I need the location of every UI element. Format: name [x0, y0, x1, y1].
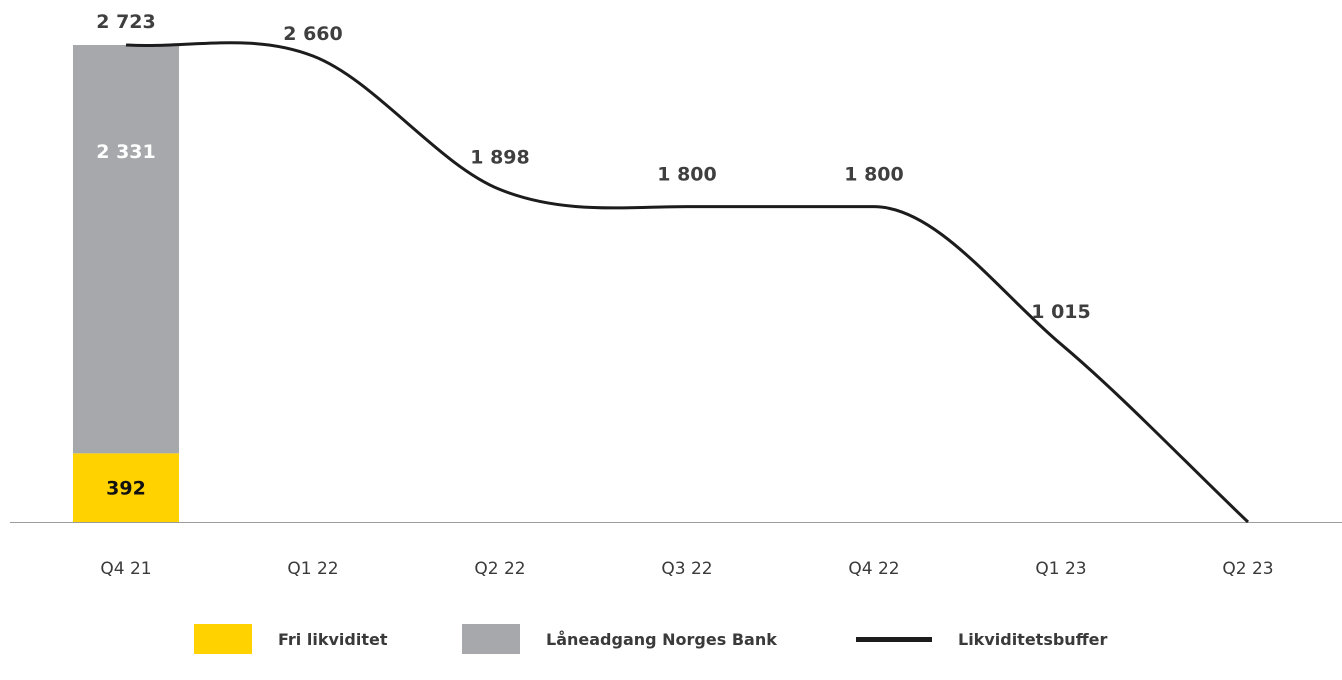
legend: Fri likviditet Låneadgang Norges Bank Li…: [0, 622, 1342, 656]
legend-item-likviditetsbuffer: Likviditetsbuffer: [856, 622, 1107, 656]
line-value-label: 2 723: [96, 11, 156, 33]
x-tick-label: Q2 23: [1222, 559, 1273, 579]
legend-label: Låneadgang Norges Bank: [546, 629, 777, 649]
series-line-likviditetsbuffer: [125, 41, 1250, 524]
legend-label: Likviditetsbuffer: [958, 629, 1108, 649]
legend-item-laneadgang: Låneadgang Norges Bank: [462, 622, 777, 656]
line-value-label: 1 015: [1031, 301, 1091, 323]
legend-swatch-laneadgang: [462, 624, 520, 654]
bar-segment-laneadgang: [73, 45, 179, 454]
x-tick-label: Q1 23: [1035, 559, 1086, 579]
line-value-label: 1 800: [844, 164, 904, 186]
x-tick-label: Q3 22: [661, 559, 712, 579]
bar-segment-fri-likviditet: [73, 453, 179, 522]
bar-layer: [73, 45, 179, 522]
legend-item-fri-likviditet: Fri likviditet: [194, 622, 387, 656]
x-tick-label: Q4 21: [100, 559, 151, 579]
legend-line-likviditetsbuffer: [856, 636, 932, 642]
x-tick-label: Q4 22: [848, 559, 899, 579]
legend-label: Fri likviditet: [278, 629, 388, 649]
x-tick-label: Q1 22: [287, 559, 338, 579]
legend-swatch-fri-likviditet: [194, 624, 252, 654]
line-value-label: 2 660: [283, 23, 343, 45]
line-value-label: 1 800: [657, 164, 717, 186]
x-tick-labels: Q4 21 Q1 22 Q2 22 Q3 22 Q4 22 Q1 23 Q2 23: [100, 559, 1273, 579]
x-tick-label: Q2 22: [474, 559, 525, 579]
line-value-label: 1 898: [470, 147, 530, 169]
bar-segment-label: 2 331: [96, 141, 156, 163]
bar-segment-label: 392: [106, 478, 146, 500]
value-labels: 392 2 331 2 723 2 660 1 898 1 800 1 800 1 015: [96, 11, 1091, 500]
